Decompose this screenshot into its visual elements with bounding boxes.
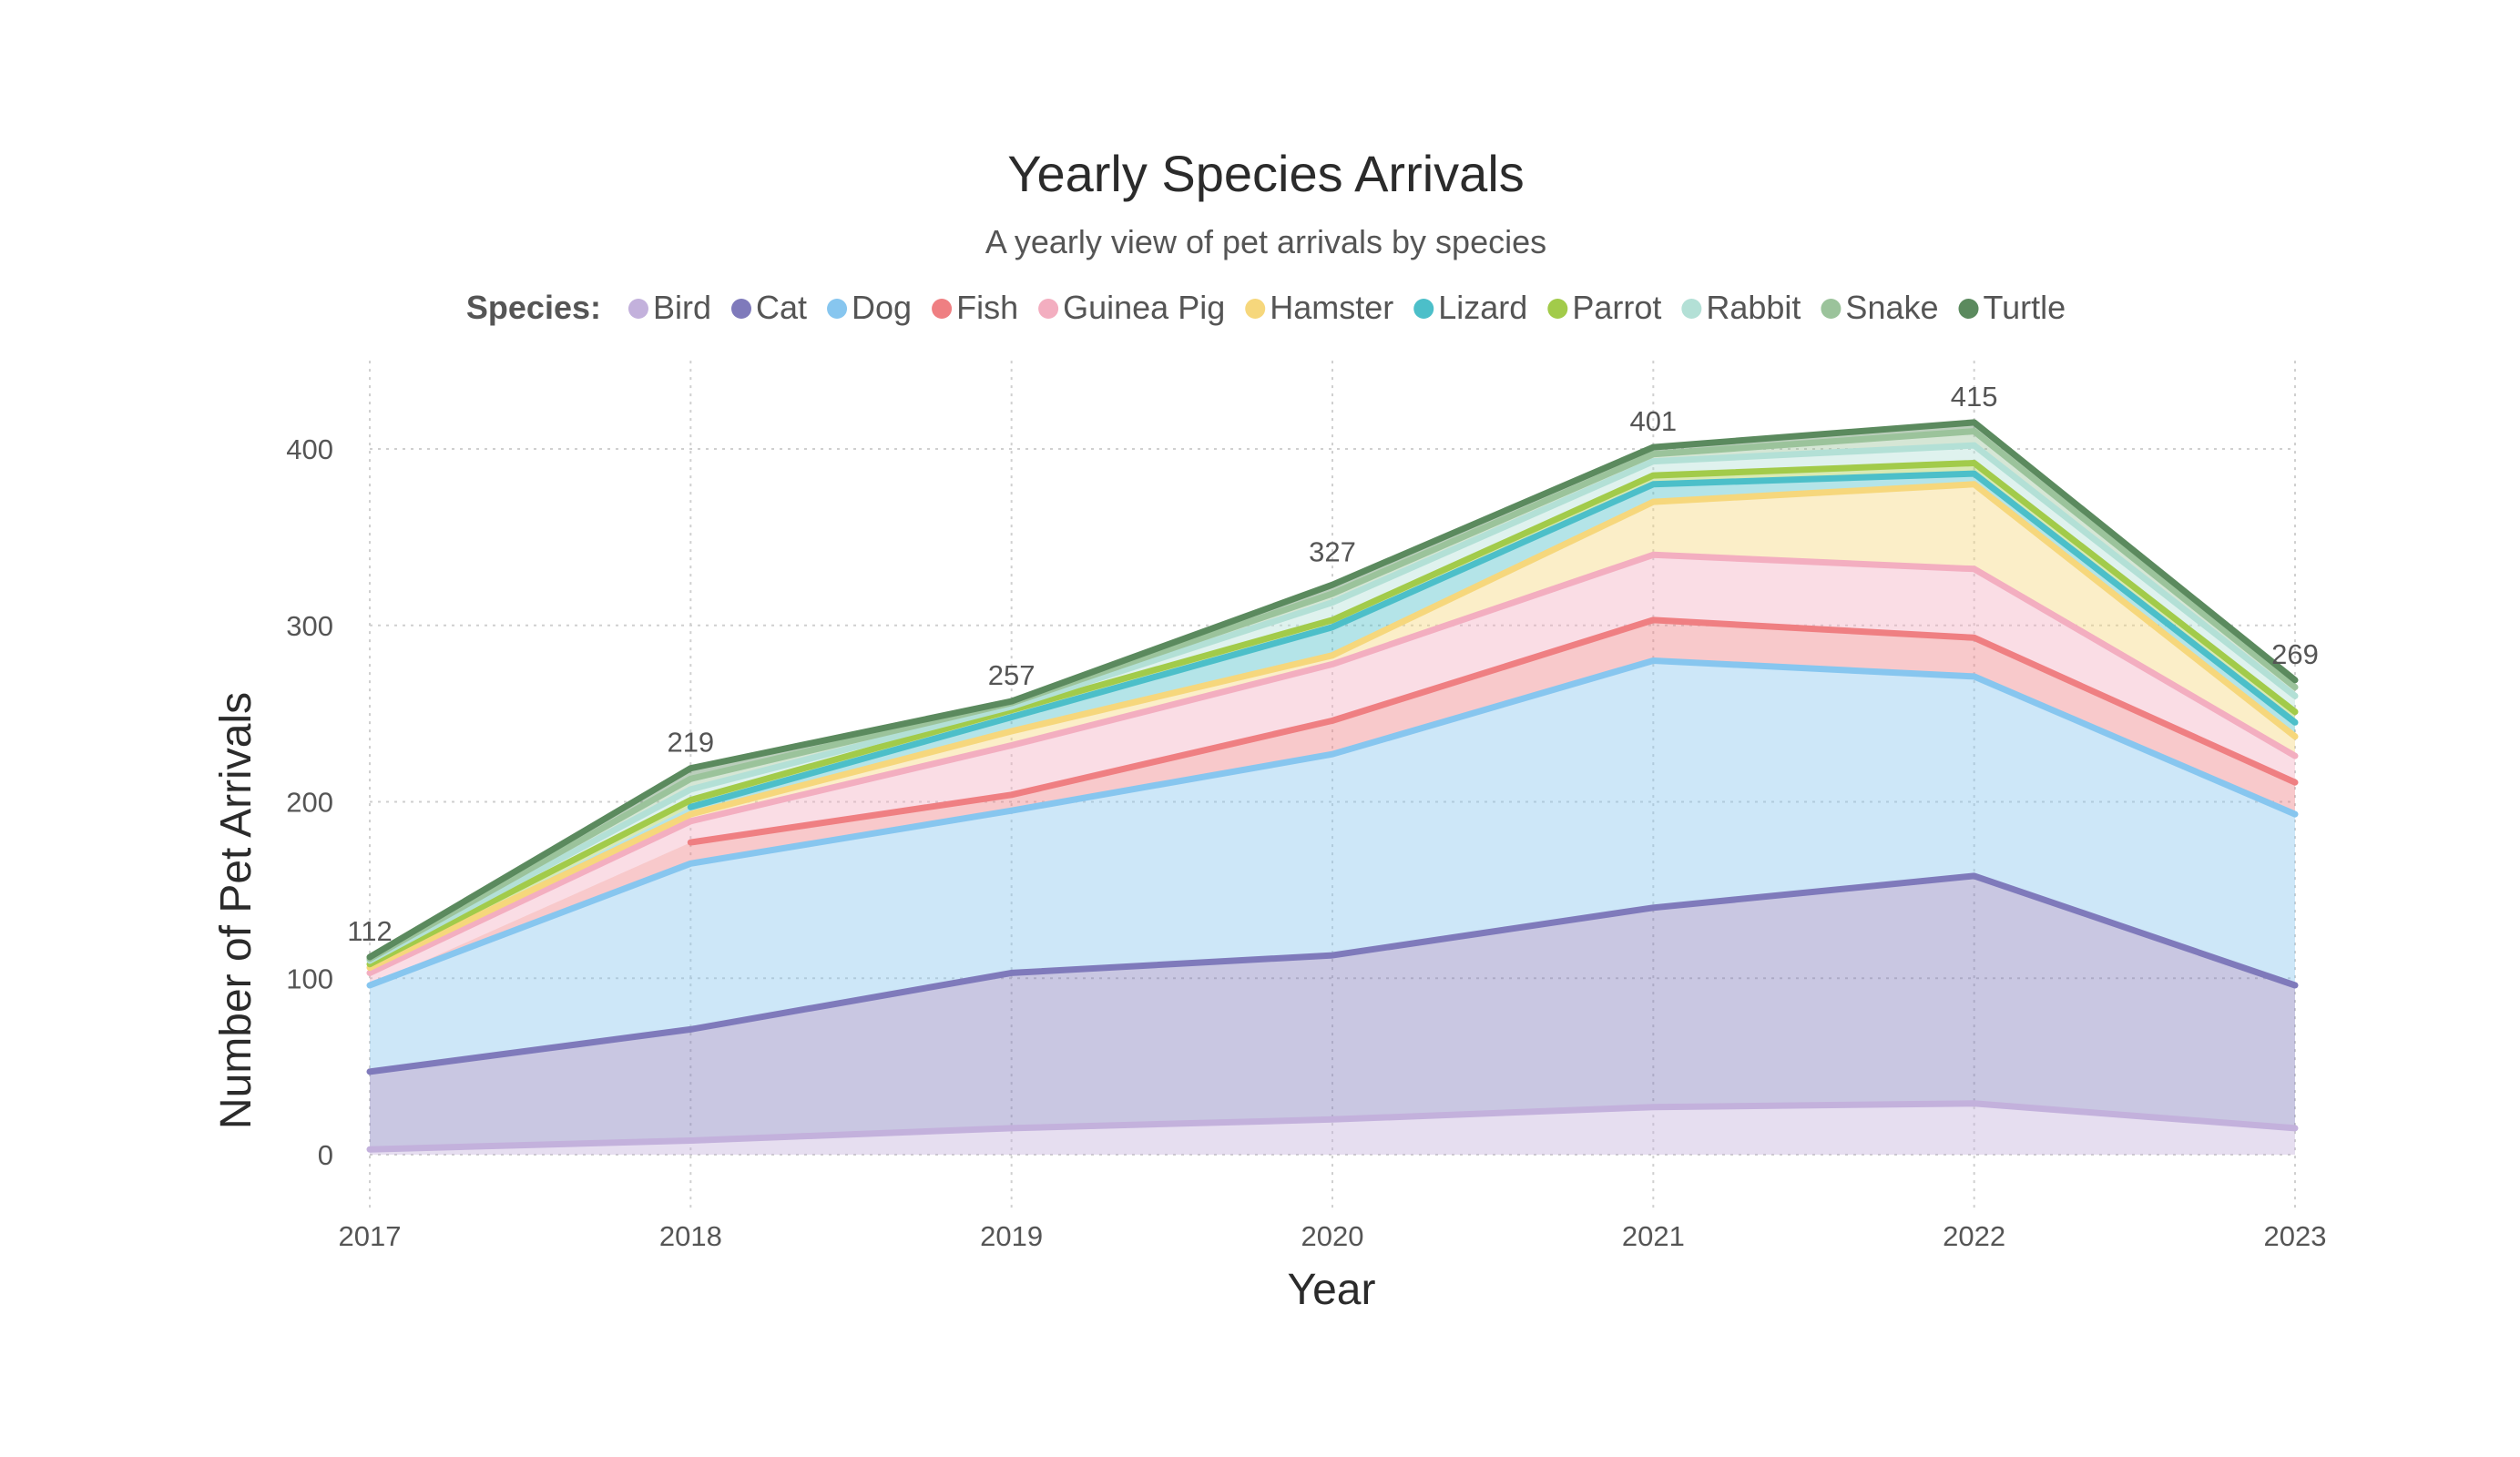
y-tick-0: 0 xyxy=(318,1139,333,1171)
legend-label-guinea-pig: Guinea Pig xyxy=(1063,289,1225,326)
legend-swatch-rabbit xyxy=(1681,299,1702,319)
legend-title: Species: xyxy=(466,289,601,326)
y-tick-400: 400 xyxy=(286,433,333,465)
legend-item-snake[interactable]: Snake xyxy=(1821,289,1939,326)
legend-label-bird: Bird xyxy=(653,289,711,326)
chart-title: Yearly Species Arrivals xyxy=(1007,145,1525,202)
legend-label-snake: Snake xyxy=(1845,289,1938,326)
legend-label-lizard: Lizard xyxy=(1438,289,1527,326)
total-label-2021: 401 xyxy=(1629,405,1677,437)
legend-label-cat: Cat xyxy=(756,289,807,326)
legend-label-dog: Dog xyxy=(852,289,912,326)
line-rabbit xyxy=(366,442,2299,964)
legend-swatch-bird xyxy=(627,299,648,319)
legend-item-dog[interactable]: Dog xyxy=(827,289,912,326)
total-label-2019: 257 xyxy=(988,659,1036,691)
legend-swatch-turtle xyxy=(1958,299,1979,319)
line-fish xyxy=(687,616,2299,846)
legend-item-rabbit[interactable]: Rabbit xyxy=(1681,289,1801,326)
line-snake xyxy=(366,428,2299,963)
legend-swatch-lizard xyxy=(1413,299,1434,319)
legend-swatch-cat xyxy=(731,299,752,319)
total-label-2022: 415 xyxy=(1951,381,1998,413)
legend-item-parrot[interactable]: Parrot xyxy=(1547,289,1661,326)
legend: Species: Bird Cat Dog Fish Guinea Pig Hamster… xyxy=(466,289,2066,326)
total-label-2020: 327 xyxy=(1309,535,1356,567)
x-tick-2019: 2019 xyxy=(980,1220,1043,1252)
area-series xyxy=(370,422,2295,1155)
legend-item-fish[interactable]: Fish xyxy=(932,289,1018,326)
legend-item-hamster[interactable]: Hamster xyxy=(1245,289,1393,326)
legend-swatch-hamster xyxy=(1245,299,1266,319)
legend-label-parrot: Parrot xyxy=(1572,289,1661,326)
line-hamster xyxy=(366,481,2299,972)
x-tick-2018: 2018 xyxy=(659,1220,722,1252)
y-tick-300: 300 xyxy=(286,610,333,642)
y-tick-100: 100 xyxy=(286,963,333,994)
line-lizard xyxy=(687,470,2299,810)
total-label-2023: 269 xyxy=(2271,638,2319,670)
total-label-2017: 112 xyxy=(347,915,392,947)
legend-swatch-parrot xyxy=(1547,299,1568,319)
chart-subtitle: A yearly view of pet arrivals by species xyxy=(985,223,1546,260)
legend-swatch-guinea-pig xyxy=(1038,299,1059,319)
legend-label-fish: Fish xyxy=(956,289,1018,326)
x-tick-2021: 2021 xyxy=(1622,1220,1685,1252)
line-dog xyxy=(366,657,2299,989)
legend-label-hamster: Hamster xyxy=(1270,289,1393,326)
legend-label-turtle: Turtle xyxy=(1984,289,2066,326)
y-axis-title: Number of Pet Arrivals xyxy=(212,692,260,1129)
line-guinea-pig xyxy=(366,551,2299,976)
line-turtle xyxy=(366,419,2299,961)
legend-label-rabbit: Rabbit xyxy=(1706,289,1801,326)
area-dog xyxy=(370,660,2295,1072)
total-labels: 112 219 257 327 401 415 269 xyxy=(347,381,2319,947)
legend-item-bird[interactable]: Bird xyxy=(627,289,711,326)
legend-item-cat[interactable]: Cat xyxy=(731,289,807,326)
y-tick-200: 200 xyxy=(286,787,333,819)
x-axis-title: Year xyxy=(1288,1266,1376,1314)
line-parrot xyxy=(366,460,2299,968)
legend-swatch-dog xyxy=(827,299,848,319)
legend-items: Bird Cat Dog Fish Guinea Pig Hamster Lizard Par… xyxy=(627,289,2066,326)
legend-swatch-fish xyxy=(932,299,953,319)
x-axis-ticks: 2017 2018 2019 2020 2021 2022 2023 xyxy=(339,1220,2327,1252)
x-tick-2017: 2017 xyxy=(339,1220,402,1252)
legend-item-guinea-pig[interactable]: Guinea Pig xyxy=(1038,289,1225,326)
line-bird xyxy=(366,1100,2299,1153)
x-tick-2023: 2023 xyxy=(2264,1220,2327,1252)
line-cat xyxy=(366,872,2299,1075)
y-axis-ticks: 0 100 200 300 400 xyxy=(286,433,333,1171)
series-lines xyxy=(366,419,2299,1153)
x-tick-2022: 2022 xyxy=(1943,1220,2005,1252)
area-bird xyxy=(370,1103,2295,1155)
legend-swatch-snake xyxy=(1821,299,1842,319)
total-label-2018: 219 xyxy=(667,727,714,759)
legend-item-turtle[interactable]: Turtle xyxy=(1958,289,2066,326)
area-cat xyxy=(370,875,2295,1150)
legend-item-lizard[interactable]: Lizard xyxy=(1413,289,1527,326)
x-tick-2020: 2020 xyxy=(1301,1220,1364,1252)
